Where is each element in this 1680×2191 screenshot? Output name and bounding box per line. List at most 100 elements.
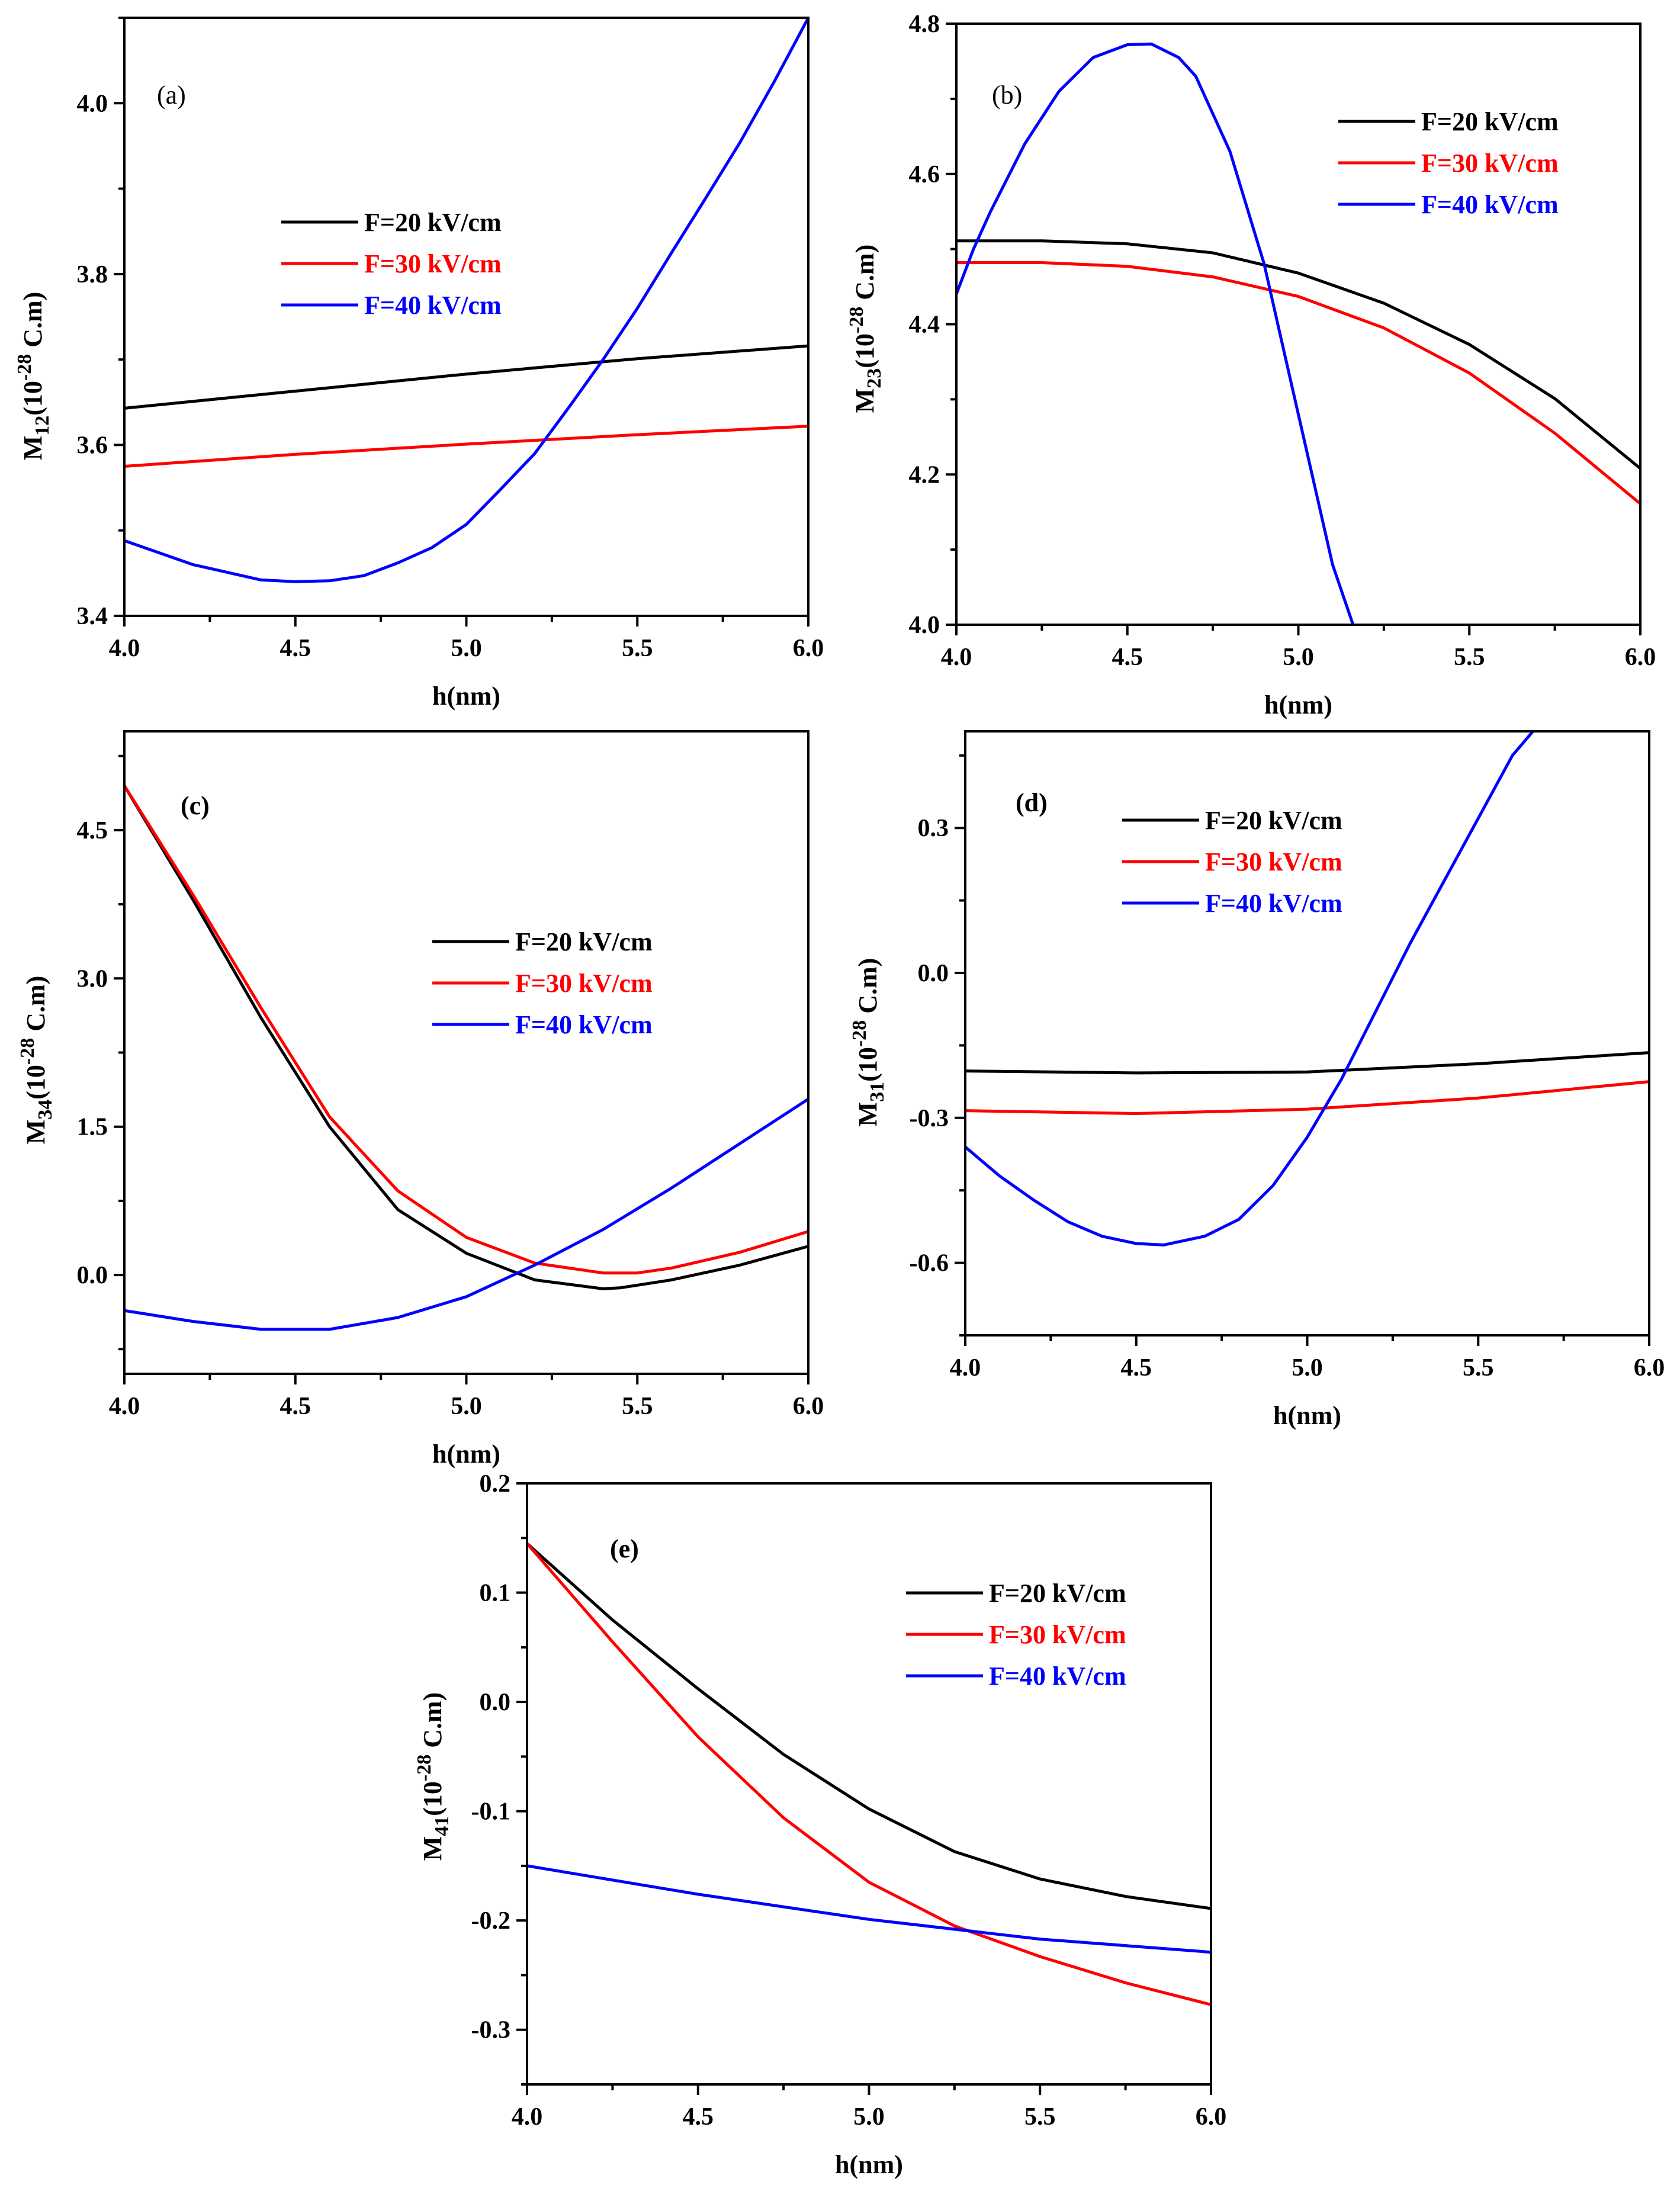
y-axis-title-part: C.m): [850, 245, 879, 307]
x-tick-label: 4.0: [950, 1354, 981, 1382]
y-tick-label: 0.0: [480, 1689, 511, 1716]
y-tick-label: 4.2: [909, 461, 940, 489]
legend-label: F=30 kV/cm: [1205, 847, 1342, 876]
y-axis-title: M23(10-28 C.m): [846, 245, 885, 413]
x-tick-label: 4.5: [280, 1393, 311, 1420]
series-line-1: [956, 239, 1640, 470]
y-axis-title-part: M: [850, 388, 879, 413]
x-tick-label: 5.0: [1292, 1354, 1323, 1382]
series-line-1: [527, 1542, 1211, 1910]
series-line-2: [527, 1542, 1211, 2006]
x-tick-label: 5.5: [1024, 2103, 1056, 2131]
legend-label: F=40 kV/cm: [1205, 889, 1342, 918]
y-tick-label: -0.2: [471, 1907, 511, 1935]
y-tick-label: 0.2: [480, 1470, 511, 1498]
y-tick-label: 3.8: [77, 261, 108, 288]
x-tick-label: 5.0: [451, 1393, 482, 1420]
series-line-1: [124, 344, 808, 410]
panel-label: (d): [1016, 788, 1048, 817]
y-tick-label: 4.0: [909, 612, 940, 639]
y-axis-title-part: 34: [34, 1100, 56, 1120]
y-axis-title: M12(10-28 C.m): [14, 292, 53, 461]
legend-label: F=40 kV/cm: [1421, 190, 1559, 219]
y-axis-title-part: (10: [853, 1047, 882, 1082]
x-tick-label: 6.0: [793, 635, 824, 662]
panel-a: 4.0 4.5 5.0 5.5 6.0 3.4 3.6 3.8 4.0 h(nm) M12(10-2…: [14, 17, 824, 711]
legend-label: F=20 kV/cm: [515, 927, 653, 956]
legend-label: F=20 kV/cm: [989, 1579, 1126, 1608]
x-tick-label: 5.5: [1454, 644, 1485, 671]
x-tick-label: 4.5: [683, 2103, 714, 2131]
y-tick-label: 1.5: [77, 1114, 108, 1141]
y-axis-title-part: M: [853, 1102, 882, 1127]
y-tick-label: 3.6: [77, 432, 108, 459]
x-axis-title: h(nm): [1264, 690, 1332, 719]
x-tick-label: 4.0: [941, 644, 972, 671]
x-tick-label: 5.0: [451, 635, 482, 662]
legend-label: F=40 kV/cm: [364, 291, 502, 320]
y-tick-label: 4.8: [909, 11, 940, 38]
panel-label: (e): [610, 1534, 639, 1563]
series-line-3: [956, 42, 1355, 625]
x-tick-label: 6.0: [1625, 644, 1656, 671]
y-tick-label: -0.1: [471, 1798, 511, 1826]
x-tick-label: 4.5: [1112, 644, 1143, 671]
x-tick-label: 4.0: [109, 635, 140, 662]
y-axis-title-part: 23: [863, 368, 885, 388]
x-axis-title: h(nm): [1273, 1401, 1341, 1430]
y-axis-title-part: (10: [418, 1781, 447, 1816]
y-axis-title-part: (10: [21, 1065, 50, 1100]
x-tick-label: 4.5: [1121, 1354, 1152, 1382]
y-axis-title-part: M: [418, 1836, 447, 1861]
legend-label: F=30 kV/cm: [989, 1620, 1126, 1649]
y-axis-title-part: C.m): [18, 292, 47, 354]
series-line-3: [527, 1864, 1211, 1954]
x-axis-title: h(nm): [835, 2150, 903, 2179]
x-tick-label: 6.0: [1634, 1354, 1665, 1382]
panel-c: 4.0 4.5 5.0 5.5 6.0 0.0 1.5 3.0 4.5 h(nm) M34(10-2…: [17, 730, 824, 1469]
series-line-2: [124, 425, 808, 468]
y-axis-title: M41(10-28 C.m): [413, 1692, 453, 1861]
x-tick-label: 5.5: [622, 1393, 653, 1420]
x-tick-label: 5.0: [1283, 644, 1314, 671]
panel-d: 4.0 4.5 5.0 5.5 6.0 -0.6 -0.3 0.0 0.3 h(nm) M31(10…: [849, 730, 1665, 1430]
plot-frame: [526, 1482, 1212, 2086]
series-line-2: [956, 261, 1640, 506]
series-line-1: [965, 1051, 1649, 1075]
y-axis-title-part: (10: [850, 333, 879, 368]
y-axis-title-part: 12: [31, 416, 53, 436]
y-axis-title-part: -28: [14, 354, 36, 381]
panel-label: (c): [181, 791, 210, 820]
x-tick-label: 6.0: [1196, 2103, 1227, 2131]
x-tick-label: 4.5: [280, 635, 311, 662]
series-line-3: [124, 18, 808, 583]
series-line-2: [965, 1080, 1649, 1115]
legend-label: F=30 kV/cm: [364, 249, 502, 278]
y-axis-title-part: M: [18, 436, 47, 461]
panel-b: 4.0 4.5 5.0 5.5 6.0 4.0 4.2 4.4 4.6 4.8 h(nm) M23(1…: [846, 11, 1656, 719]
x-tick-label: 6.0: [793, 1393, 824, 1420]
y-tick-label: 4.0: [77, 90, 108, 117]
y-axis-title-part: -28: [846, 307, 868, 333]
panel-e: 4.0 4.5 5.0 5.5 6.0 -0.3 -0.2 -0.1 0.0 0.1 0.2 h(nm…: [413, 1470, 1226, 2179]
y-axis-title-part: -28: [849, 1020, 870, 1047]
y-axis-title-part: 41: [431, 1816, 453, 1836]
x-tick-label: 4.0: [109, 1393, 140, 1420]
legend-label: F=30 kV/cm: [1421, 149, 1559, 178]
y-axis-title-part: C.m): [418, 1692, 447, 1755]
series-line-1: [124, 784, 808, 1290]
legend-label: F=20 kV/cm: [1205, 806, 1342, 835]
x-axis-title: h(nm): [432, 682, 500, 711]
y-tick-label: 0.0: [918, 960, 949, 987]
legend-label: F=40 kV/cm: [989, 1662, 1126, 1691]
series-line-3: [124, 1097, 808, 1331]
y-tick-label: 0.3: [918, 815, 949, 842]
legend-label: F=20 kV/cm: [364, 208, 502, 237]
panel-label: (a): [157, 81, 186, 110]
y-axis-title-part: M: [21, 1120, 50, 1145]
y-tick-label: 4.4: [909, 311, 940, 339]
y-axis-title-part: 31: [866, 1082, 888, 1102]
legend-label: F=30 kV/cm: [515, 969, 653, 998]
y-tick-label: -0.3: [910, 1105, 949, 1132]
